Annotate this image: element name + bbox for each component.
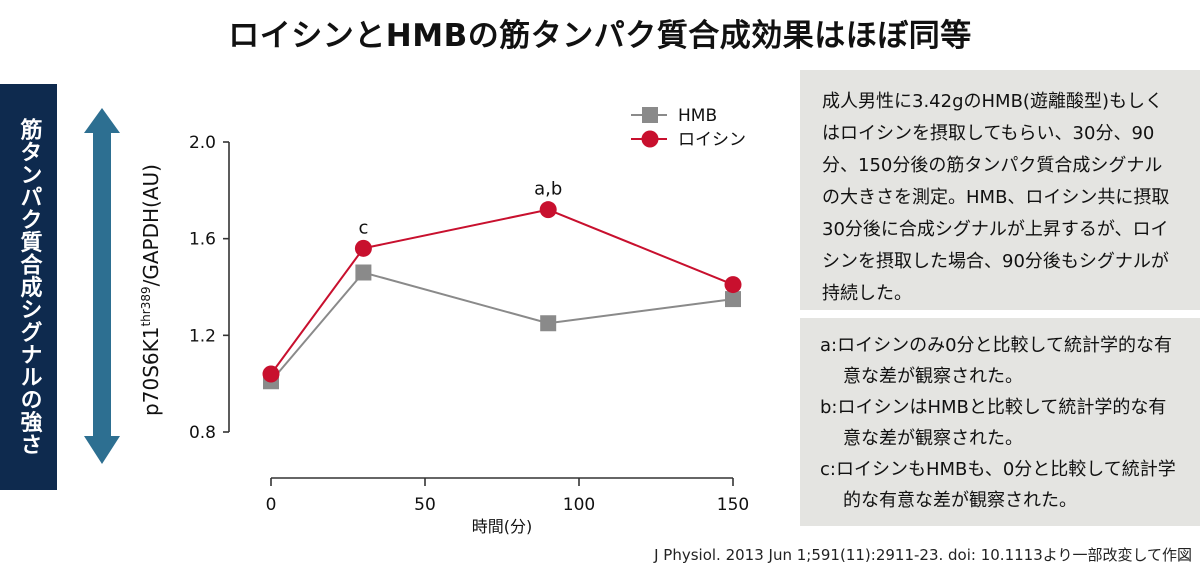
sidebar-label: 筋タンパク質合成シグナルの強さ bbox=[16, 118, 42, 456]
sidebar-label-bar: 筋タンパク質合成シグナルの強さ bbox=[0, 84, 57, 490]
data-point-leucine bbox=[724, 276, 742, 294]
legend-marker-leucine bbox=[641, 130, 659, 148]
note-b: b:ロイシンはHMBと比較して統計学的な有意な差が観察された。 bbox=[820, 397, 1167, 449]
description-panel: 成人男性に3.42gのHMB(遊離酸型)もしくはロイシンを摂取してもらい、30分… bbox=[800, 70, 1200, 310]
data-point-leucine bbox=[539, 201, 557, 219]
description-text: 成人男性に3.42gのHMB(遊離酸型)もしくはロイシンを摂取してもらい、30分… bbox=[822, 91, 1170, 304]
page-title: ロイシンとHMBの筋タンパク質合成効果はほぼ同等 bbox=[228, 18, 972, 54]
legend-label-leucine: ロイシン bbox=[678, 130, 746, 150]
note-c: c:ロイシンもHMBも、0分と比較して統計学的な有意な差が観察された。 bbox=[820, 459, 1176, 511]
data-point-leucine bbox=[354, 239, 372, 257]
significance-annotation: a,b bbox=[534, 179, 562, 200]
x-tick-label: 0 bbox=[266, 495, 277, 515]
y-tick-label: 0.8 bbox=[189, 423, 216, 443]
x-axis-label: 時間(分) bbox=[472, 517, 533, 536]
data-point-leucine bbox=[262, 365, 280, 383]
legend-marker-hmb bbox=[642, 107, 658, 123]
citation: J Physiol. 2013 Jun 1;591(11):2911-23. d… bbox=[654, 546, 1192, 564]
line-chart: p70S6K1thr389/GAPDH(AU) 0.8 1.2 1.6 2.0 0 50… bbox=[84, 106, 749, 536]
y-axis-label: p70S6K1thr389/GAPDH(AU) bbox=[139, 164, 163, 416]
data-point-hmb bbox=[540, 315, 557, 332]
x-tick-label: 150 bbox=[717, 495, 749, 515]
significance-annotation: c bbox=[358, 217, 368, 238]
data-point-hmb bbox=[725, 291, 741, 308]
note-a: a:ロイシンのみ0分と比較して統計学的な有意な差が観察された。 bbox=[820, 335, 1173, 387]
series-line-hmb bbox=[270, 271, 734, 382]
notes-panel: a:ロイシンのみ0分と比較して統計学的な有意な差が観察された。 b:ロイシンはH… bbox=[800, 318, 1200, 526]
x-tick-label: 50 bbox=[414, 495, 436, 515]
x-tick-label: 100 bbox=[563, 495, 595, 515]
y-tick-label: 1.6 bbox=[189, 230, 216, 250]
legend-label-hmb: HMB bbox=[678, 106, 717, 126]
data-point-hmb bbox=[355, 264, 372, 281]
vertical-double-arrow-icon bbox=[84, 108, 120, 464]
y-tick-label: 2.0 bbox=[189, 133, 216, 153]
y-tick-label: 1.2 bbox=[189, 326, 216, 346]
series-line-leucine bbox=[270, 208, 734, 375]
legend: HMB ロイシン bbox=[631, 106, 746, 150]
